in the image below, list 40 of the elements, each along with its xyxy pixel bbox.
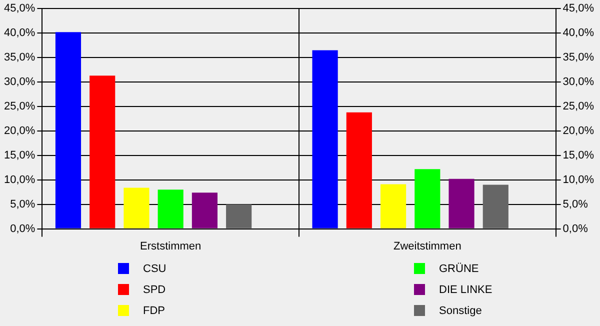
y2-tick-label: 35,0%: [562, 52, 594, 64]
bar: [226, 204, 252, 228]
bar: [414, 169, 440, 228]
legend-label: DIE LINKE: [439, 284, 492, 296]
y2-tick-label: 5,0%: [562, 198, 588, 210]
y-tick-label: 10,0%: [4, 174, 36, 186]
bar: [346, 112, 372, 228]
y2-tick-label: 10,0%: [562, 174, 594, 186]
y-tick-label: 15,0%: [4, 149, 36, 162]
bar: [55, 32, 82, 228]
legend-label: CSU: [143, 262, 166, 274]
x-tick-label: Erststimmen: [140, 240, 202, 252]
y2-tick-label: 25,0%: [562, 100, 594, 112]
y2-tick-label: 45,0%: [562, 2, 594, 15]
y-tick-label: 35,0%: [4, 52, 36, 64]
bar: [380, 184, 406, 228]
y-tick-label: 5,0%: [10, 198, 36, 210]
y2-tick-label: 0,0%: [562, 222, 588, 235]
y-tick-label: 40,0%: [4, 27, 36, 40]
legend-label: Sonstige: [439, 304, 482, 316]
y2-tick-label: 15,0%: [562, 149, 594, 162]
y-tick-label: 0,0%: [10, 222, 36, 235]
bar: [124, 188, 150, 228]
x-tick-label: Zweitstimmen: [393, 240, 462, 252]
bar: [482, 184, 508, 228]
legend-label: FDP: [143, 304, 165, 316]
y-tick-label: 45,0%: [4, 2, 36, 15]
y-tick-label: 25,0%: [4, 100, 36, 112]
y-tick-label: 20,0%: [4, 124, 36, 137]
y2-tick-label: 30,0%: [562, 76, 594, 88]
bar: [158, 190, 184, 228]
bar: [90, 76, 116, 228]
bar: [448, 178, 474, 228]
y-tick-label: 30,0%: [4, 76, 36, 88]
y2-tick-label: 20,0%: [562, 124, 594, 137]
y2-tick-label: 40,0%: [562, 27, 594, 40]
bar: [312, 50, 338, 228]
bar: [192, 192, 218, 228]
legend-label: GRÜNE: [439, 262, 479, 274]
legend-label: SPD: [143, 284, 166, 296]
